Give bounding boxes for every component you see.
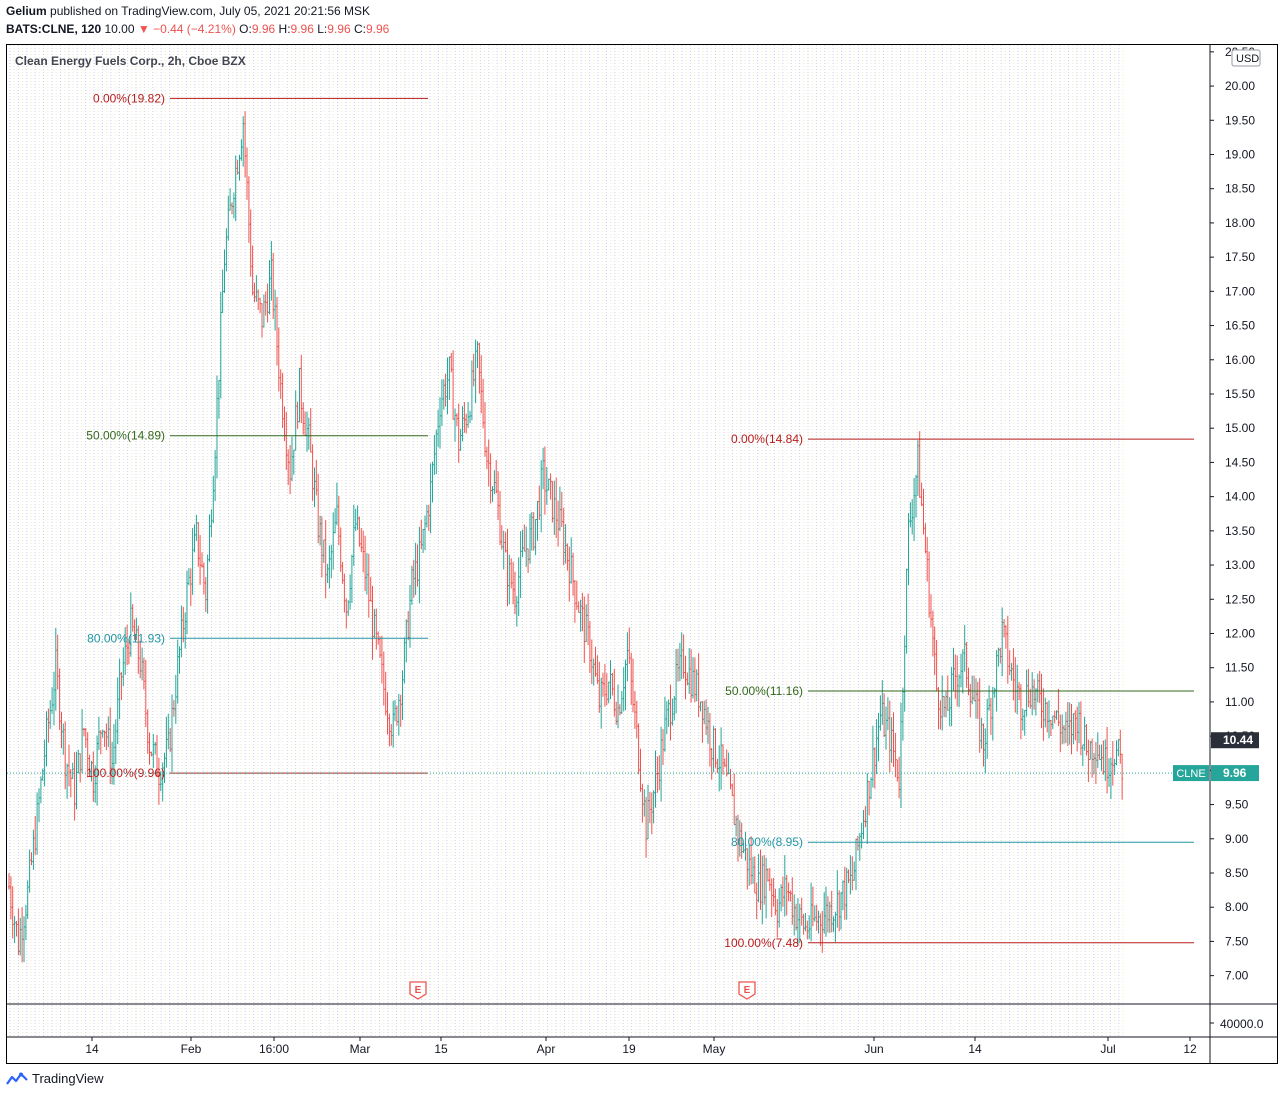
price-axis-label: 18.50 xyxy=(1225,182,1255,196)
price-axis-label: 7.50 xyxy=(1225,934,1249,948)
price-axis-label: 9.00 xyxy=(1225,832,1249,846)
chart-title: Clean Energy Fuels Corp., 2h, Cboe BZX xyxy=(15,54,246,68)
price-axis-label: 17.50 xyxy=(1225,250,1255,264)
footer-brand[interactable]: TradingView xyxy=(32,1071,104,1086)
last-price-badge xyxy=(1211,765,1259,782)
earnings-marker-label: E xyxy=(415,985,422,996)
price-axis-label: 11.50 xyxy=(1225,661,1254,675)
price-axis-label: 8.00 xyxy=(1225,900,1249,914)
price-axis-label: 14.00 xyxy=(1225,490,1255,504)
time-axis-label: 14 xyxy=(968,1042,982,1056)
price-axis-label: 19.00 xyxy=(1225,147,1255,161)
fib-right-level-label: 50.00%(11.16) xyxy=(725,684,803,698)
earnings-marker-icon[interactable] xyxy=(738,981,756,1000)
publish-info: Gelium published on TradingView.com, Jul… xyxy=(6,4,370,18)
fib-left-level-label: 0.00%(19.82) xyxy=(93,91,165,105)
currency-label: USD xyxy=(1236,53,1259,65)
price-axis-label: 7.00 xyxy=(1225,969,1249,983)
fib-left-level-label: 50.00%(14.89) xyxy=(86,429,165,443)
close-value: 9.96 xyxy=(365,22,390,36)
close-label: C: xyxy=(353,22,366,36)
price-axis-label: 12.00 xyxy=(1225,626,1255,640)
price-axis-label: 17.00 xyxy=(1225,284,1255,298)
price-axis-label: 13.50 xyxy=(1225,524,1255,538)
time-axis-label: 16:00 xyxy=(259,1042,289,1056)
time-axis-label: Jun xyxy=(864,1042,883,1056)
symbol-badge xyxy=(1173,765,1209,782)
fib-left-level-label: 100.00%(9.96) xyxy=(86,766,165,780)
symbol-label: BATS:CLNE, 120 xyxy=(6,22,102,36)
low-label: L: xyxy=(317,22,328,36)
tradingview-logo-icon xyxy=(6,1072,28,1085)
price-axis-label: 16.00 xyxy=(1225,353,1255,367)
price-axis-label: 19.50 xyxy=(1225,113,1255,127)
time-axis-label: Mar xyxy=(350,1042,371,1056)
time-axis-label: 15 xyxy=(434,1042,448,1056)
publisher-name[interactable]: Gelium xyxy=(6,4,47,18)
open-value: 9.96 xyxy=(251,22,276,36)
fib-left-level-label: 80.00%(11.93) xyxy=(87,631,165,645)
high-value: 9.96 xyxy=(290,22,314,36)
price-axis-label: 15.00 xyxy=(1225,421,1255,435)
price-change: −0.44 (−4.21%) xyxy=(153,22,236,36)
time-axis-label: 19 xyxy=(622,1042,636,1056)
symbol-badge-label: CLNE xyxy=(1176,768,1205,780)
fib-right-level-label: 100.00%(7.48) xyxy=(724,936,803,950)
time-axis-label: May xyxy=(703,1042,726,1056)
earnings-marker-label: E xyxy=(744,985,751,996)
time-axis-label: Feb xyxy=(181,1042,202,1056)
last-price-label: 9.96 xyxy=(1223,766,1247,780)
chart-frame xyxy=(6,44,1278,1064)
time-axis-label: 12 xyxy=(1183,1042,1197,1056)
high-label: H: xyxy=(278,22,291,36)
symbol-info: BATS:CLNE, 120 10.00 ▼ −0.44 (−4.21%) O:… xyxy=(6,22,389,36)
price-axis-label: 18.00 xyxy=(1225,216,1255,230)
time-axis-label: Apr xyxy=(537,1042,556,1056)
fib-right-level-label: 80.00%(8.95) xyxy=(731,835,803,849)
open-label: O: xyxy=(239,22,252,36)
volume-axis-label: 40000.0 xyxy=(1220,1017,1264,1031)
prev-close-label: 10.44 xyxy=(1223,733,1253,747)
prev-close-badge xyxy=(1211,732,1259,749)
fib-right-level-label: 0.00%(14.84) xyxy=(731,432,803,446)
price-axis-label: 11.00 xyxy=(1225,695,1254,709)
low-value: 9.96 xyxy=(327,22,351,36)
price-axis-label: 15.50 xyxy=(1225,387,1255,401)
price-axis-label: 20.00 xyxy=(1225,79,1255,93)
publish-text: published on TradingView.com, July 05, 2… xyxy=(50,4,371,18)
price-axis-label: 9.50 xyxy=(1225,798,1249,812)
price-axis-label: 8.50 xyxy=(1225,866,1249,880)
price-axis-label: 12.50 xyxy=(1225,592,1255,606)
last-price: 10.00 xyxy=(104,22,135,36)
price-axis-label: 16.50 xyxy=(1225,319,1255,333)
price-axis-label: 13.00 xyxy=(1225,558,1255,572)
currency-badge[interactable] xyxy=(1231,49,1261,67)
time-axis-label: 14 xyxy=(85,1042,99,1056)
price-axis-label: 14.50 xyxy=(1225,455,1255,469)
earnings-marker-icon[interactable] xyxy=(409,981,427,1000)
footer: TradingView xyxy=(6,1071,104,1086)
down-arrow-icon: ▼ xyxy=(137,22,150,36)
time-axis-label: Jul xyxy=(1100,1042,1115,1056)
